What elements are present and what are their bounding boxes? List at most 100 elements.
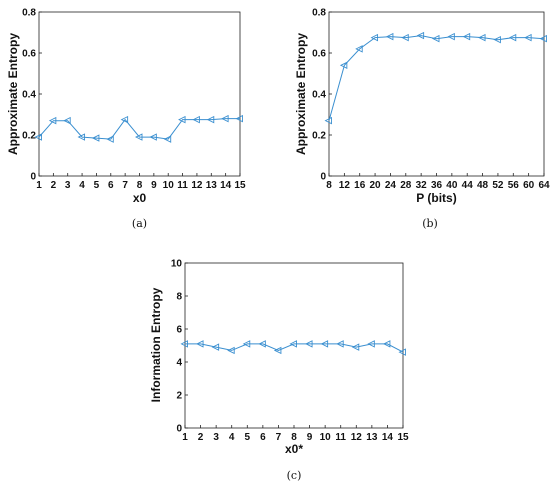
data-point-marker xyxy=(339,61,348,70)
data-point-marker xyxy=(370,33,379,42)
x-tick-label: 13 xyxy=(366,432,378,443)
data-point-marker xyxy=(320,340,329,348)
data-point-marker xyxy=(401,33,409,42)
x-tick-label: 13 xyxy=(206,180,218,191)
x-tick-label: 1 xyxy=(36,180,42,191)
data-point-marker xyxy=(508,33,517,42)
data-point-marker xyxy=(77,133,86,141)
x-tick-label: 5 xyxy=(245,432,251,443)
x-tick-label: 8 xyxy=(291,432,297,443)
data-point-marker xyxy=(539,34,547,43)
data-point-marker xyxy=(416,31,425,40)
data-point-marker xyxy=(355,45,363,53)
data-point-marker xyxy=(258,340,266,348)
series-line xyxy=(38,118,240,140)
x-tick-label: 28 xyxy=(400,180,412,191)
x-tick-label: 2 xyxy=(198,432,204,443)
data-point-marker xyxy=(163,135,172,143)
data-point-marker xyxy=(398,348,406,356)
data-point-marker xyxy=(431,34,440,43)
x-tick-label: 60 xyxy=(523,180,535,191)
data-point-marker xyxy=(196,340,204,348)
data-point-marker xyxy=(227,346,235,355)
x-tick-label: 64 xyxy=(538,180,550,191)
x-tick-label: 56 xyxy=(508,180,520,191)
chart-b-xlabel: P (bits) xyxy=(416,191,456,205)
x-tick-label: 15 xyxy=(397,432,409,443)
x-tick-label: 36 xyxy=(431,180,443,191)
chart-b-marks: 8 12 16 20 24 28 32 36 40 44 48 52 56 60 6400.20.40.60… xyxy=(312,8,550,192)
data-point-marker xyxy=(289,340,297,348)
data-point-marker xyxy=(106,135,114,143)
x-tick-label: 7 xyxy=(276,432,282,443)
x-tick-label: 6 xyxy=(260,432,266,443)
data-point-marker xyxy=(221,114,229,123)
x-tick-label: 12 xyxy=(351,432,363,443)
data-point-marker xyxy=(91,134,100,142)
x-tick-label: 32 xyxy=(416,180,428,191)
data-point-marker xyxy=(180,340,188,348)
x-tick-label: 6 xyxy=(108,180,114,191)
x-tick-label: 40 xyxy=(446,180,458,191)
data-point-marker xyxy=(493,35,501,44)
x-tick-label: 3 xyxy=(65,180,71,191)
y-tick-label: 10 xyxy=(171,259,183,270)
y-tick-label: 0.6 xyxy=(22,49,36,60)
y-tick-label: 2 xyxy=(176,391,182,402)
data-point-marker xyxy=(211,343,220,351)
chart-a-frame xyxy=(38,11,241,177)
chart-b: 8 12 16 20 24 28 32 36 40 44 48 52 56 60 6400.20.40.60… xyxy=(294,8,550,231)
data-point-marker xyxy=(385,32,394,41)
y-tick-label: 4 xyxy=(176,358,182,369)
data-point-marker xyxy=(324,116,332,125)
y-tick-label: 0.8 xyxy=(22,8,36,19)
y-tick-label: 0.2 xyxy=(22,131,36,142)
data-point-marker xyxy=(178,115,186,124)
data-point-marker xyxy=(382,340,391,348)
x-tick-label: 11 xyxy=(335,432,346,443)
x-tick-label: 16 xyxy=(354,180,366,191)
data-point-marker xyxy=(462,32,471,41)
data-point-marker xyxy=(336,340,344,348)
x-tick-label: 20 xyxy=(370,180,382,191)
data-point-marker xyxy=(34,133,42,141)
data-point-marker xyxy=(63,116,71,125)
data-point-marker xyxy=(48,116,57,125)
chart-b-ylabel: Approximate Entropy xyxy=(294,33,308,155)
x-tick-label: 12 xyxy=(191,180,203,191)
y-tick-label: 0.8 xyxy=(312,8,326,19)
x-tick-label: 14 xyxy=(220,180,232,191)
x-tick-label: 48 xyxy=(477,180,489,191)
y-tick-label: 0.2 xyxy=(312,131,326,142)
series-line xyxy=(328,35,545,121)
y-tick-label: 8 xyxy=(176,292,182,303)
x-tick-label: 11 xyxy=(177,180,188,191)
data-point-marker xyxy=(206,115,215,124)
x-tick-label: 4 xyxy=(79,180,85,191)
x-tick-label: 15 xyxy=(234,180,246,191)
data-point-marker xyxy=(134,133,143,141)
x-tick-label: 10 xyxy=(320,432,332,443)
data-point-marker xyxy=(367,340,375,348)
y-tick-label: 0.4 xyxy=(22,90,36,101)
chart-a-caption: (a) xyxy=(132,217,147,230)
data-point-marker xyxy=(120,115,129,124)
y-tick-label: 0 xyxy=(176,424,182,435)
data-point-marker xyxy=(351,343,360,351)
x-tick-label: 4 xyxy=(229,432,235,443)
data-point-marker xyxy=(305,340,313,348)
x-tick-label: 5 xyxy=(94,180,100,191)
x-tick-label: 2 xyxy=(51,180,57,191)
chart-c-xlabel: x0* xyxy=(285,442,303,456)
data-point-marker xyxy=(478,33,486,42)
y-tick-label: 0 xyxy=(30,172,36,183)
chart-a-xlabel: x0 xyxy=(133,191,147,205)
data-point-marker xyxy=(524,33,532,42)
x-tick-label: 9 xyxy=(307,432,313,443)
chart-a-ylabel: Approximate Entropy xyxy=(6,33,20,155)
data-point-marker xyxy=(273,346,282,355)
